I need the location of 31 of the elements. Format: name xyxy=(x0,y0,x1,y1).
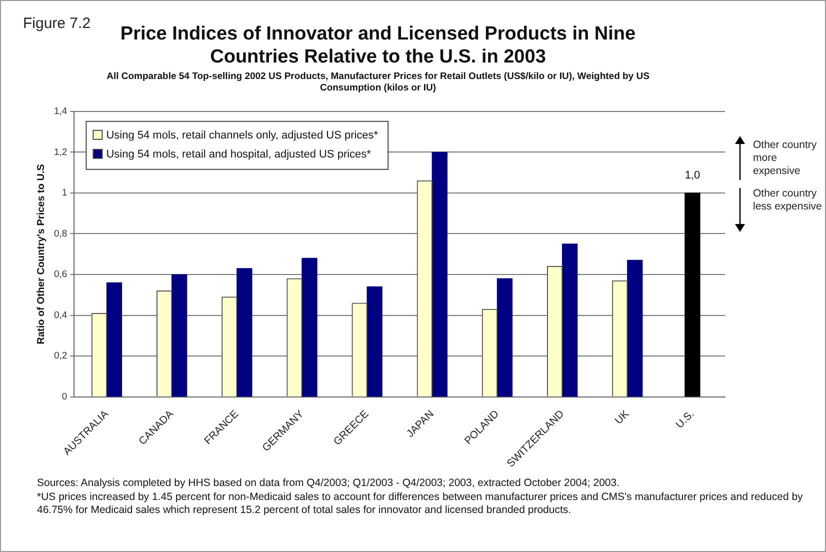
caption: Figure 7.2 xyxy=(23,15,91,32)
bar xyxy=(366,286,382,397)
bar xyxy=(562,244,578,397)
data-label: 1,0 xyxy=(684,169,700,182)
y-tick-label: 0,2 xyxy=(54,350,68,362)
x-tick-label: U.S. xyxy=(674,408,697,431)
y-tick-label: 1,4 xyxy=(54,106,68,118)
y-tick-label: 1 xyxy=(62,188,68,199)
chart-subtitle: All Comparable 54 Top-selling 2002 US Products, Manufacturer Prices for Retail Outlets (US$/kilo or IU), Weighted by US Consumption (kilos or IU) xyxy=(106,70,650,94)
bar xyxy=(106,282,122,397)
y-axis-title: Ratio of Other Country's Prices to U.S xyxy=(36,164,47,344)
y-tick-label: 1,2 xyxy=(54,146,68,158)
bar xyxy=(684,192,700,397)
source-note: Sources: Analysis completed by HHS based on data from Q4/2003; Q1/2003 - Q4/2003; 2003, extracted October 2004; 2003. xyxy=(37,477,621,490)
bar xyxy=(627,260,643,397)
bar xyxy=(171,274,188,397)
bar xyxy=(432,152,448,397)
bar xyxy=(496,278,513,397)
legend-label: Using 54 mols, retail channels only, adjusted US prices* xyxy=(106,129,379,142)
bar xyxy=(302,258,318,397)
bar xyxy=(236,268,252,397)
chart-title: Price Indices of Innovator and Licensed Products in Nine Countries Relative to the U.S. in 2003 xyxy=(120,24,636,68)
text: Other country more expensive xyxy=(753,139,818,178)
text: Other country less expensive xyxy=(753,188,822,213)
text: *US prices increased by 1.45 percent for non-Medicaid sales to account for differences between manufacturer prices and CMS's manufacturer prices and reduced by 46.75% for Medicaid sales which represent 15.2 percent of total sales for innovator and licensed branded products. xyxy=(37,491,804,517)
y-tick-label: 0,8 xyxy=(54,228,68,240)
y-tick-label: 0,6 xyxy=(54,269,68,280)
x-tick-label: UK xyxy=(612,408,632,427)
y-tick-label: 0 xyxy=(62,392,68,403)
legend-label: Using 54 mols, retail and hospital, adjusted US prices* xyxy=(106,148,372,160)
y-tick-label: 0,4 xyxy=(54,310,68,321)
